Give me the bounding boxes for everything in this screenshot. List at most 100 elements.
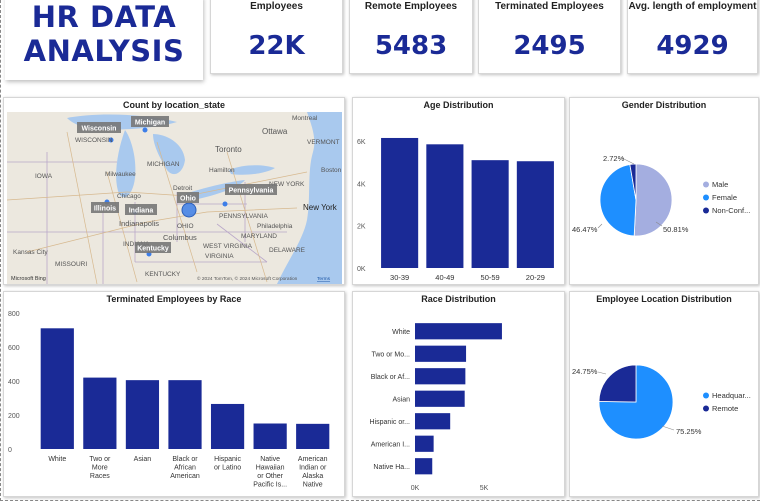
x-tick-label: American Indian or Alaska Native [298, 456, 328, 489]
age-bar-20-29[interactable] [516, 161, 554, 268]
kpi-label: Terminated Employees [495, 1, 604, 12]
race-distribution-panel[interactable]: Race Distribution White Two or Mo... Black… [352, 291, 565, 497]
lake-ontario [229, 165, 275, 175]
leader-line [597, 223, 603, 229]
terminated-bar-american-indian-or-alaska-native[interactable] [296, 423, 330, 449]
x-tick-label: 0K [411, 485, 420, 492]
state-bubble-michigan[interactable] [142, 127, 148, 133]
y-tick-label: American I... [371, 441, 410, 448]
legend-label: Female [712, 193, 737, 202]
terminated-bar-black-or-african-american[interactable] [168, 380, 202, 449]
x-tick-label: Hispanic or Latino [214, 456, 242, 472]
place-label: Ottawa [262, 127, 288, 136]
x-tick-label: 40-49 [435, 273, 454, 282]
place-label: KENTUCKY [145, 271, 181, 278]
place-label: Chicago [117, 193, 141, 200]
map-canvas[interactable]: Montreal Ottawa Toronto VERMONT WISCONSI… [7, 112, 342, 284]
x-tick-label: Two or More Races [89, 456, 111, 480]
legend-swatch [703, 405, 709, 412]
report-title: HR DATA ANALYSIS [23, 0, 185, 68]
terminated-race-chart[interactable]: 0 200 400 600 800 White Two or More Races Asian Bl… [4, 292, 346, 498]
age-bar-50-59[interactable] [471, 160, 509, 268]
place-label: Boston [321, 167, 342, 174]
y-tick-label: Native Ha... [373, 464, 410, 471]
location-chart-title: Employee Location Distribution [596, 294, 732, 304]
race-bar-black-or-af[interactable] [415, 368, 466, 385]
map-terms-link[interactable]: Terms [317, 276, 331, 282]
data-label: 50.81% [663, 225, 689, 234]
kpi-value: 2495 [513, 31, 586, 61]
kpi-card-avg-length-employment[interactable]: Avg. length of employment 4929 [627, 0, 758, 74]
race-bar-white[interactable] [415, 323, 502, 340]
gender-slice-female[interactable] [599, 164, 637, 237]
state-tag-kentucky: Kentucky [137, 246, 169, 253]
kpi-value: 4929 [656, 31, 729, 61]
map-panel[interactable]: Count by location_state [3, 97, 345, 285]
terminated-by-race-panel[interactable]: Terminated Employees by Race 0 200 400 600 8… [3, 291, 345, 497]
leader-line [597, 371, 607, 375]
x-tick-label: 20-29 [526, 273, 545, 282]
race-chart[interactable]: White Two or Mo... Black or Af... Asian Hisp… [353, 292, 566, 498]
gender-chart-title: Gender Distribution [621, 100, 707, 110]
leader-line [655, 221, 663, 227]
place-label: DELAWARE [269, 247, 306, 254]
place-label: NEW YORK [269, 181, 305, 188]
state-tags: Wisconsin Michigan Illinois Indiana Ohio… [77, 116, 277, 253]
terminated-race-chart-title: Terminated Employees by Race [106, 294, 242, 304]
location-chart[interactable]: Headquar... Remote 75.25% 24.75% [570, 292, 760, 498]
gender-chart[interactable]: Male Female Non-Conf... 50.81% 46.47% 2.72% [570, 98, 760, 286]
x-tick-label: Native Hawaiian or Other Pacific Is... [253, 456, 287, 489]
state-bubble-ohio[interactable] [181, 202, 197, 218]
race-bar-hispanic-or[interactable] [415, 413, 451, 430]
gender-slice-male[interactable] [633, 163, 673, 237]
race-bar-two-or-mo[interactable] [415, 345, 467, 362]
age-chart-title: Age Distribution [423, 100, 494, 110]
race-bar-american-i[interactable] [415, 435, 434, 452]
y-tick-label: 2K [357, 224, 366, 231]
terminated-bar-asian[interactable] [125, 380, 160, 449]
legend-swatch [703, 392, 709, 399]
y-tick-label: Two or Mo... [371, 351, 410, 358]
gender-slice-non-conf[interactable] [629, 163, 637, 201]
age-distribution-panel[interactable]: Age Distribution 0K 2K 4K 6K 30-39 40-49 50-59… [352, 97, 565, 285]
age-bar-40-49[interactable] [426, 144, 464, 268]
race-bar-asian[interactable] [415, 390, 465, 407]
age-chart[interactable]: 0K 2K 4K 6K 30-39 40-49 50-59 20-29 [353, 98, 566, 286]
place-label: MISSOURI [55, 261, 87, 268]
gender-distribution-panel[interactable]: Gender Distribution Male Female Non-Conf..… [569, 97, 759, 285]
race-bar-native-ha[interactable] [415, 458, 433, 475]
y-tick-label: 0 [8, 447, 12, 454]
state-tag-ohio: Ohio [180, 196, 196, 203]
place-label: MICHIGAN [147, 161, 180, 168]
location-map[interactable]: Montreal Ottawa Toronto VERMONT WISCONSI… [7, 112, 342, 284]
place-label: WEST VIRGINIA [203, 243, 253, 250]
terminated-bar-white[interactable] [40, 328, 74, 449]
place-label: Milwaukee [105, 171, 136, 178]
terminated-bar-two-or-more-races[interactable] [83, 377, 117, 449]
terminated-bar-native-hawaiian-or-other-pacific-is[interactable] [253, 423, 287, 450]
terminated-bar-hispanic-or-latino[interactable] [210, 403, 245, 449]
place-label: Indianapolis [119, 219, 159, 228]
state-bubble-wisconsin[interactable] [108, 137, 114, 143]
age-bar-30-39[interactable] [381, 137, 419, 268]
state-bubble-pennsylvania[interactable] [222, 201, 228, 207]
y-tick-label: Black or Af... [371, 374, 410, 381]
kpi-card-terminated-employees[interactable]: Terminated Employees 2495 [478, 0, 621, 74]
data-label: 24.75% [572, 367, 598, 376]
legend-swatch [703, 181, 709, 188]
roads [7, 131, 308, 284]
kpi-card-remote-employees[interactable]: Remote Employees 5483 [349, 0, 473, 74]
location-slice-headquar[interactable] [598, 364, 674, 440]
kpi-value: 5483 [374, 31, 448, 61]
y-tick-label: 800 [8, 311, 20, 318]
data-label: 46.47% [572, 225, 598, 234]
location-distribution-panel[interactable]: Employee Location Distribution Headquar.… [569, 291, 759, 497]
location-slice-remote[interactable] [598, 364, 637, 403]
place-label: Kansas City [13, 249, 48, 256]
legend-label: Non-Conf... [712, 206, 750, 215]
place-label: Columbus [163, 233, 197, 242]
kpi-card-employees[interactable]: Employees 22K [210, 0, 343, 74]
y-tick-label: White [392, 329, 410, 336]
place-label: Toronto [215, 145, 242, 154]
